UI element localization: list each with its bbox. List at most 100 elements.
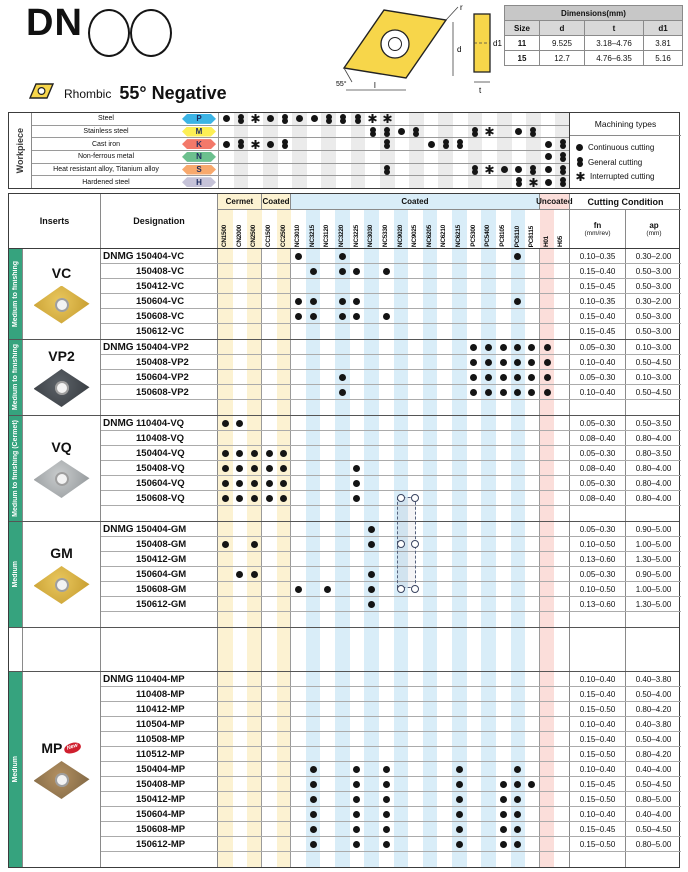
grade-cell — [510, 762, 526, 776]
fn-value: 0.10–0.35 — [569, 249, 625, 263]
ap-value: 0.80–4.00 — [625, 491, 681, 505]
grade-cell — [379, 687, 394, 701]
grade-cell — [452, 567, 467, 581]
grade-cell — [554, 597, 569, 611]
dimensions-title: Dimensions(mm) — [504, 5, 683, 21]
grade-cell — [539, 852, 555, 867]
workpiece-cell — [321, 138, 336, 151]
grade-cell — [364, 777, 379, 791]
grade-cell — [335, 777, 350, 791]
workpiece-cell — [541, 126, 556, 138]
grade-cell — [247, 476, 262, 490]
grade-dot — [250, 464, 258, 472]
insert-row: 150412-VC 0.15–0.45 0.50–3.00 — [101, 279, 681, 294]
grade-dot — [543, 358, 551, 366]
grade-cell — [437, 628, 452, 671]
workpiece-cell — [219, 113, 234, 125]
continuous-cutting-icon — [427, 140, 435, 148]
grade-cell — [364, 309, 379, 323]
application-range-bar: Medium to finishing — [9, 249, 23, 339]
workpiece-cell — [496, 138, 512, 151]
insert-row: 150604-GM 0.05–0.30 0.90–5.00 — [101, 567, 681, 582]
grade-cell — [467, 309, 482, 323]
grade-cell — [554, 702, 569, 716]
grade-cell — [291, 491, 306, 505]
grade-cell — [218, 249, 233, 263]
grade-cell — [305, 612, 321, 627]
grade-cell — [539, 582, 555, 596]
grade-cell — [305, 807, 321, 821]
fn-value — [569, 506, 625, 521]
insert-row: 110508-MP 0.15–0.40 0.50–4.00 — [101, 732, 681, 747]
workpiece-cell — [541, 113, 556, 125]
grade-cell — [335, 324, 350, 339]
grade-cell — [393, 324, 409, 339]
workpiece-cell — [526, 113, 541, 125]
insert-photo — [33, 566, 90, 604]
grade-cell — [437, 822, 452, 836]
insert-row: 150408-GM 0.10–0.50 1.00–5.00 — [101, 537, 681, 552]
grade-cell — [539, 294, 555, 308]
grade-dot — [236, 570, 244, 578]
designation-code: 110408-VQ — [136, 431, 218, 445]
workpiece-cell — [350, 138, 366, 151]
grade-cell — [496, 249, 511, 263]
grade-cell — [233, 747, 248, 761]
fn-value: 0.05–0.30 — [569, 522, 625, 536]
grade-cell — [422, 355, 438, 369]
fn-value: 0.08–0.40 — [569, 431, 625, 445]
grade-dot — [309, 825, 317, 833]
grade-cell — [335, 792, 350, 806]
continuous-cutting-icon — [398, 128, 406, 135]
grade-cell — [510, 537, 526, 551]
grade-cell — [305, 582, 321, 596]
ap-value: 0.10–3.00 — [625, 340, 681, 354]
general-cutting-icon — [384, 164, 391, 175]
workpiece-cell — [365, 138, 380, 150]
grade-cell — [320, 431, 335, 445]
grade-cell — [364, 628, 379, 671]
designation-prefix — [101, 476, 136, 490]
grade-cell — [335, 732, 350, 746]
grade-cell — [422, 340, 438, 354]
grade-cell — [408, 852, 423, 867]
grade-cell — [422, 264, 438, 278]
grade-cell — [422, 837, 438, 851]
grade-cell — [291, 852, 306, 867]
designation-code: 150612-GM — [136, 597, 218, 611]
grade-cell — [379, 807, 394, 821]
grade-cell — [408, 461, 423, 475]
grade-dot — [382, 795, 390, 803]
grade-cell — [276, 612, 292, 627]
insert-row: 150608-VP2 0.10–0.40 0.50–4.50 — [101, 385, 681, 400]
grade-cell — [393, 837, 409, 851]
grade-cell — [262, 324, 277, 339]
grade-cell — [467, 612, 482, 627]
insert-row — [101, 400, 681, 415]
grade-dot — [309, 795, 317, 803]
grade-cell — [218, 672, 233, 686]
grade-cell — [554, 567, 569, 581]
workpiece-cell — [409, 163, 424, 176]
grade-cell — [481, 537, 496, 551]
grade-cell — [379, 309, 394, 323]
grade-cell — [276, 249, 292, 263]
fn-value: 0.05–0.30 — [569, 476, 625, 490]
grade-dot — [514, 388, 522, 396]
workpiece-cell — [262, 113, 278, 125]
insert-cell: VC — [23, 249, 101, 339]
grade-column-header: NC3120 — [323, 224, 331, 247]
grade-cell — [452, 476, 467, 490]
grade-cell — [525, 852, 540, 867]
grade-hollow-dot — [411, 585, 420, 593]
grade-column-header: NC9020 — [393, 210, 409, 248]
grade-cell — [218, 852, 233, 867]
grade-cell — [467, 506, 482, 521]
fn-value: 0.15–0.45 — [569, 279, 625, 293]
ap-value — [625, 852, 681, 867]
grade-cell — [364, 506, 379, 521]
grade-dot — [279, 479, 287, 487]
grade-cell — [393, 400, 409, 415]
grade-cell — [467, 446, 482, 460]
grade-cell — [218, 777, 233, 791]
